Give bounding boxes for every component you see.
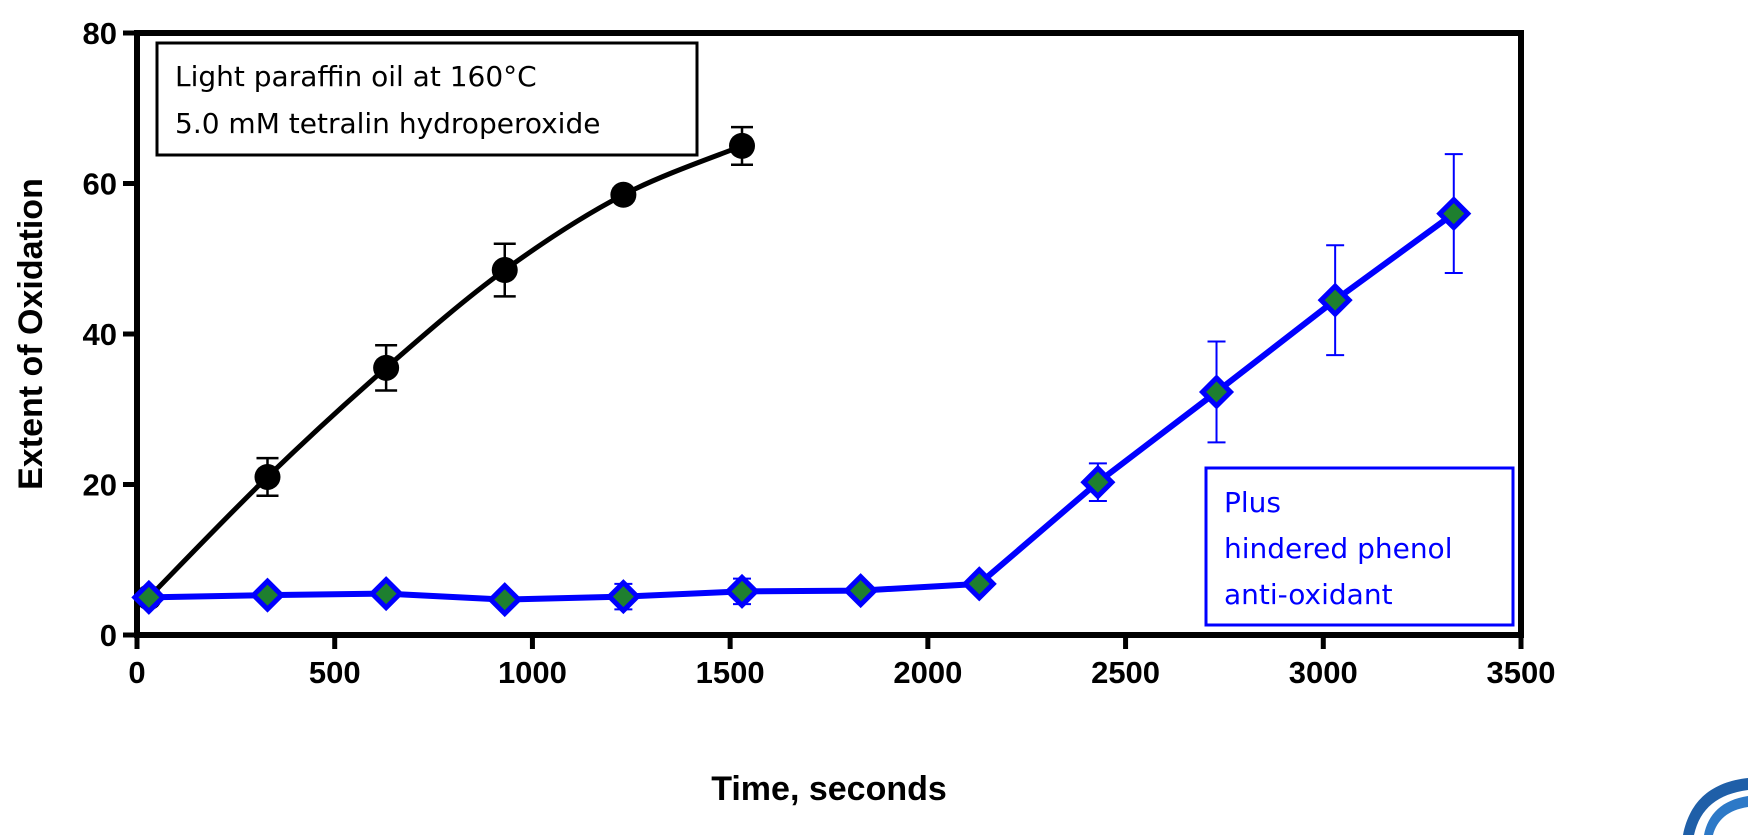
conditions-line-2: 5.0 mM tetralin hydroperoxide [175, 107, 600, 140]
antioxidant-line-2: hindered phenol [1224, 532, 1452, 565]
y-tick-label: 60 [83, 167, 117, 202]
corner-logo-icon [1683, 778, 1748, 835]
data-point [605, 579, 641, 615]
antioxidant-annotation: Plus hindered phenol anti-oxidant [1204, 466, 1515, 627]
series-line [148, 211, 1456, 603]
y-tick-label: 80 [83, 16, 117, 51]
x-tick-label: 1000 [498, 655, 567, 690]
data-point [487, 582, 523, 618]
antioxidant-box [1204, 466, 1515, 627]
data-point [610, 181, 637, 208]
x-tick-label: 3000 [1289, 655, 1358, 690]
series-1 [135, 125, 756, 611]
data-point [961, 566, 997, 602]
data-point [249, 577, 286, 613]
y-axis-ticks: 0 20 40 60 80 [83, 16, 137, 653]
y-tick-label: 20 [83, 468, 117, 503]
x-tick-label: 1500 [696, 655, 765, 690]
y-tick-label: 0 [100, 618, 117, 653]
data-point [729, 132, 756, 159]
x-tick-label: 500 [309, 655, 361, 690]
y-axis-title: Extent of Oxidation [12, 178, 50, 490]
data-point [1198, 374, 1235, 410]
x-tick-label: 2500 [1091, 655, 1160, 690]
conditions-line-1: Light paraffin oil at 160°C [175, 60, 537, 93]
data-point [254, 463, 281, 490]
series-layer [131, 125, 1472, 618]
data-point [1317, 282, 1353, 318]
conditions-box [155, 41, 699, 157]
data-point [491, 257, 518, 284]
series-line [147, 143, 743, 600]
data-point [1436, 196, 1472, 232]
data-point [373, 354, 400, 381]
data-point [1080, 464, 1116, 500]
y-tick-label: 40 [83, 317, 117, 352]
data-point [843, 573, 879, 609]
x-tick-label: 2000 [893, 655, 962, 690]
antioxidant-line-3: anti-oxidant [1224, 578, 1393, 611]
x-tick-label: 3500 [1487, 655, 1556, 690]
data-point [724, 573, 760, 609]
series-2 [131, 153, 1472, 618]
conditions-annotation: Light paraffin oil at 160°C 5.0 mM tetra… [155, 41, 699, 157]
data-point [368, 576, 404, 612]
x-tick-label: 0 [128, 655, 145, 690]
data-point [131, 579, 167, 615]
antioxidant-line-1: Plus [1224, 486, 1281, 519]
x-axis-title: Time, seconds [711, 770, 947, 808]
x-axis-ticks: 0 500 1000 1500 2000 2500 3000 3500 [128, 635, 1555, 690]
